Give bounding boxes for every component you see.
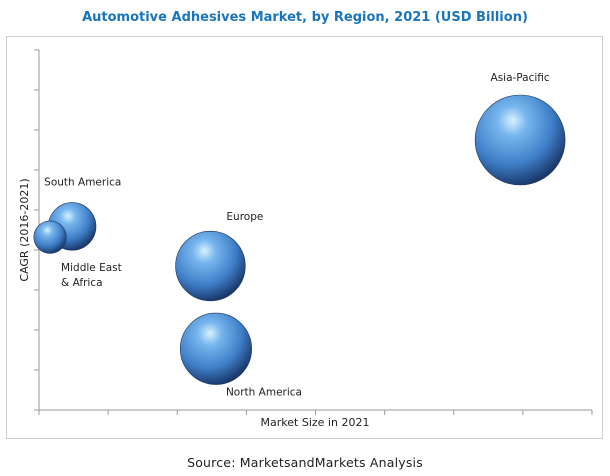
data-label: Asia-Pacific <box>491 72 550 84</box>
data-label: North America <box>226 387 302 399</box>
data-label: Europe <box>226 211 263 223</box>
y-axis-label: CAGR (2016-2021) <box>18 178 31 281</box>
chart-title: Automotive Adhesives Market, by Region, … <box>82 10 528 25</box>
plot-frame <box>6 36 603 439</box>
bubble-middle-east-africa <box>33 220 67 254</box>
data-label: South America <box>44 177 121 189</box>
bubble-labels: Asia-Pacific South America Middle East & Af… <box>44 72 550 399</box>
bubbles <box>33 94 566 385</box>
bubble-north-america <box>179 312 252 385</box>
x-axis-label: Market Size in 2021 <box>261 416 370 429</box>
bubble-europe <box>175 230 246 302</box>
data-label: Middle East & Africa <box>61 262 122 289</box>
source-note: Source: MarketsandMarkets Analysis <box>187 455 423 470</box>
bubble-asia-pacific <box>474 94 566 186</box>
